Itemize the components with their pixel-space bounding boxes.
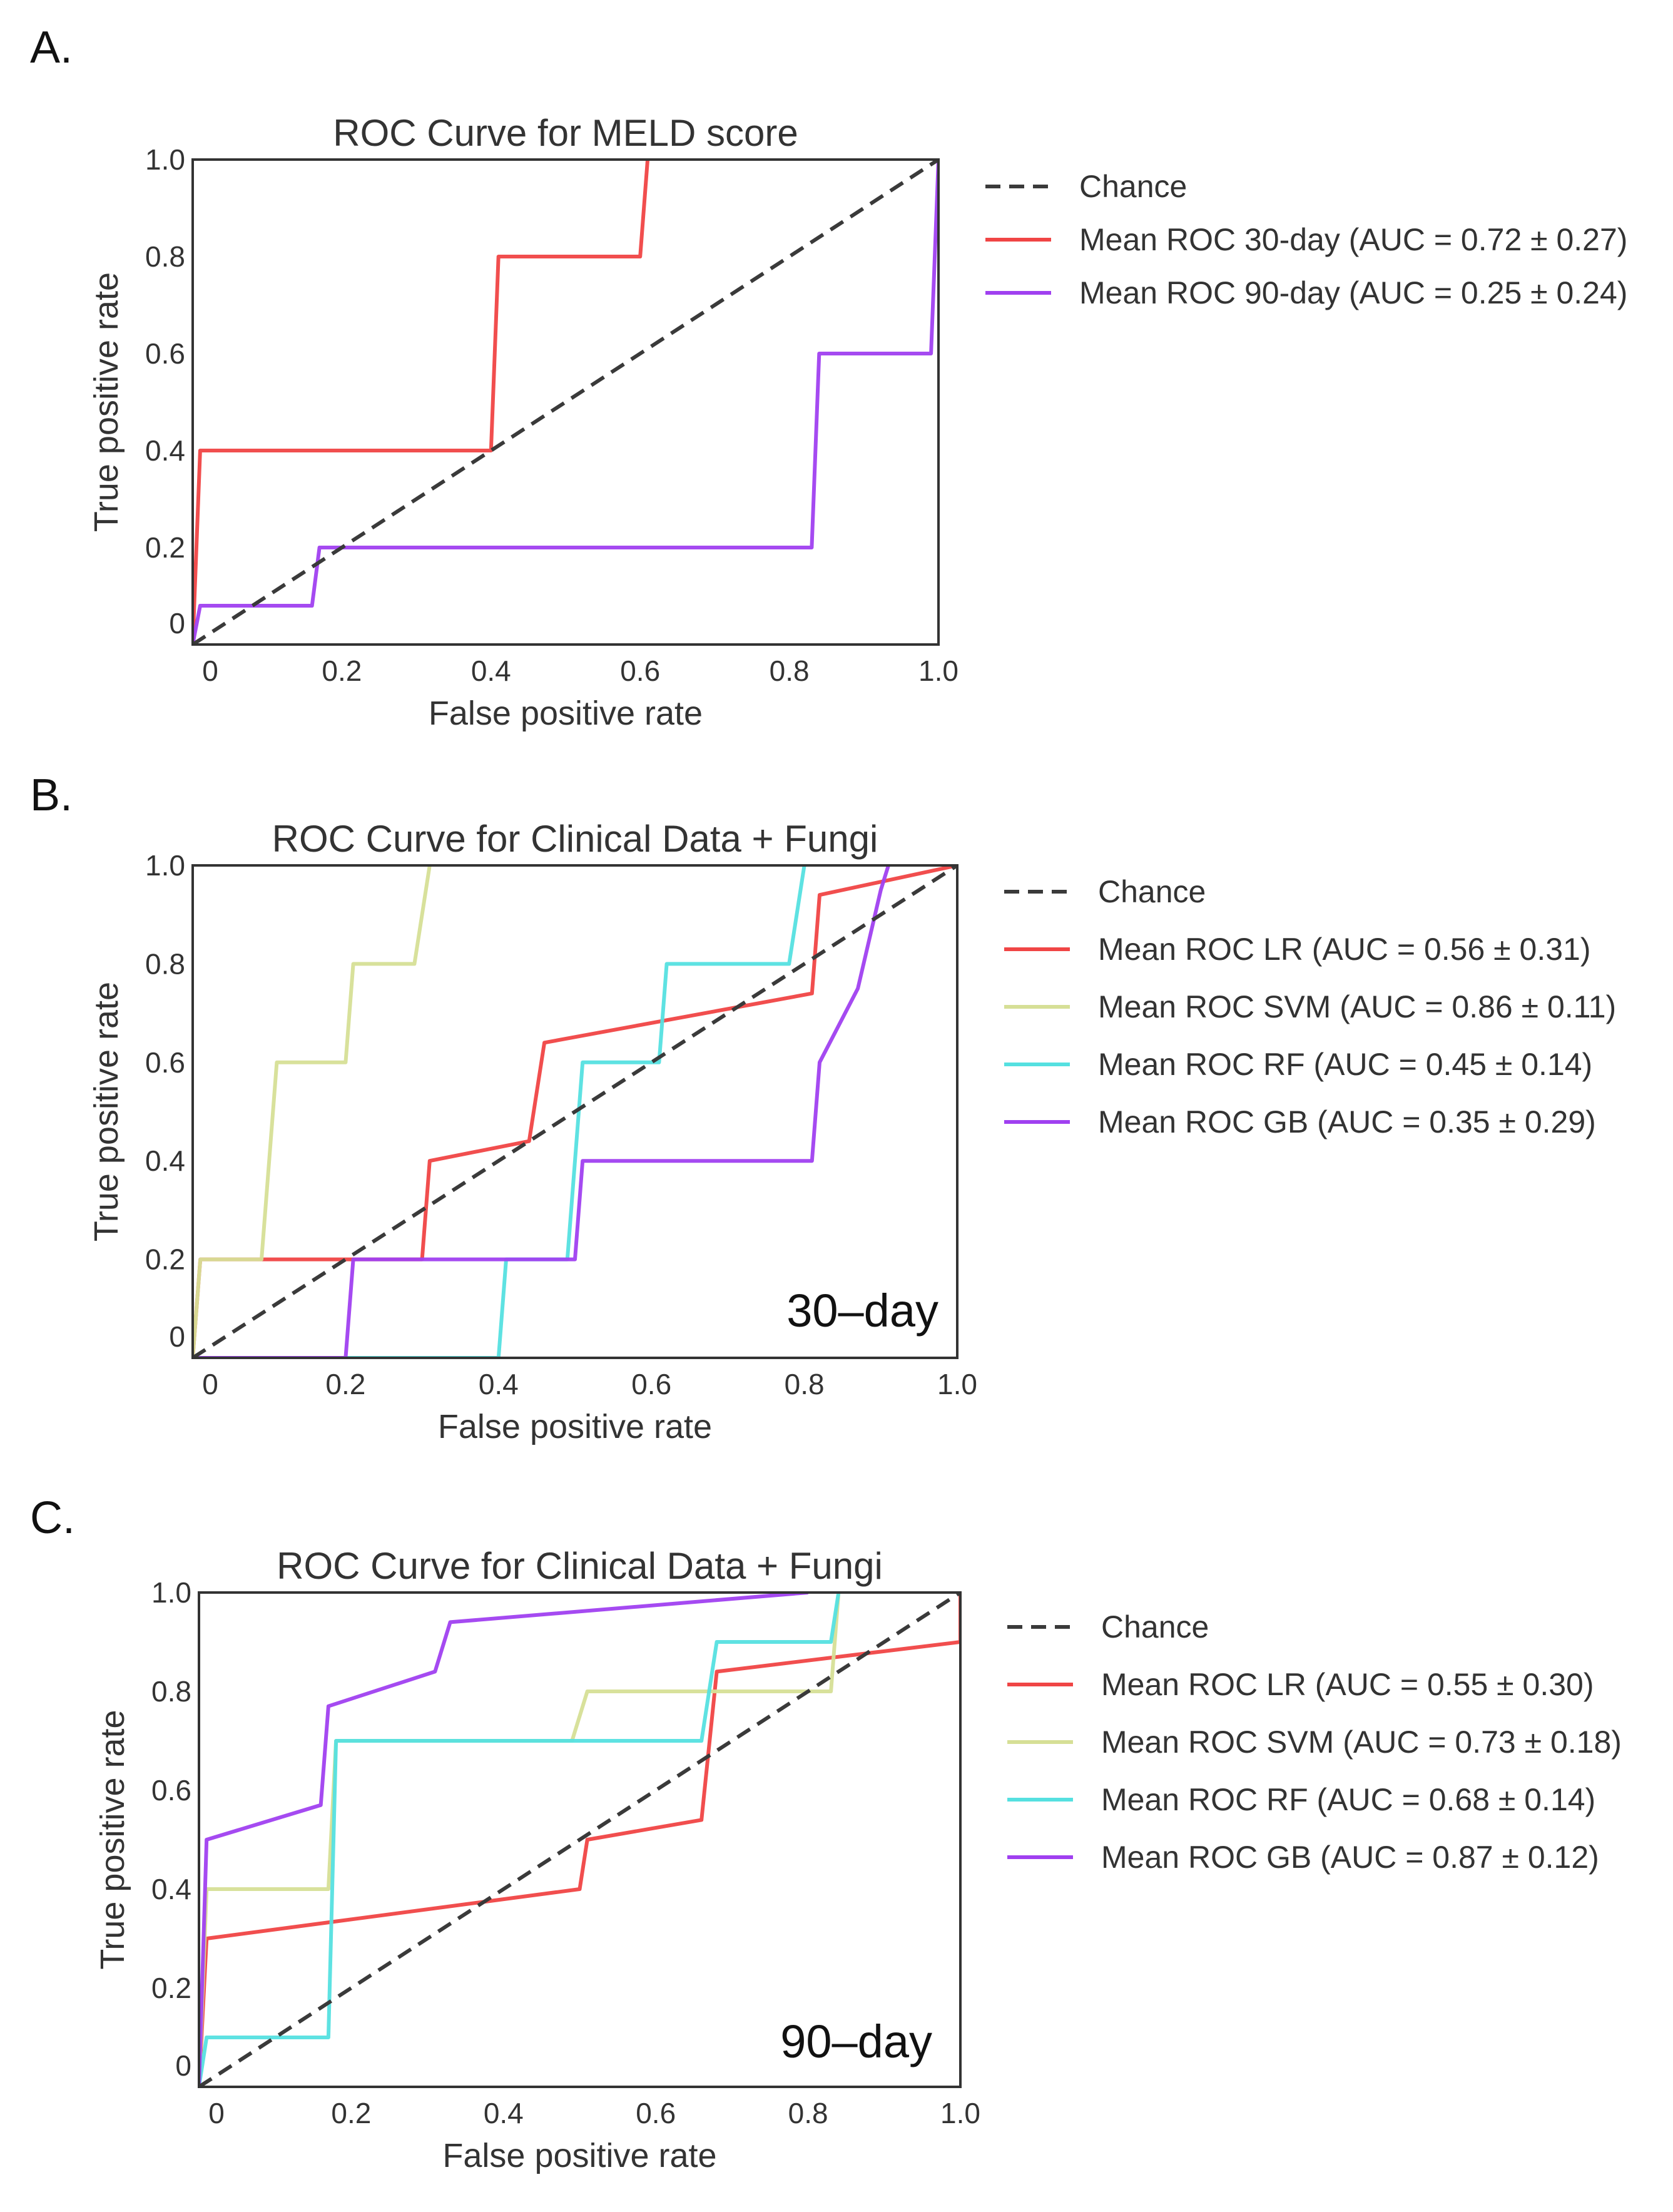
y-tick-label: 0.6 <box>145 1046 185 1079</box>
y-tick-label: 0.6 <box>145 337 185 370</box>
legend: Chance Mean ROC LR (AUC = 0.56 ± 0.31) Mea… <box>1004 874 1616 1139</box>
series-line-svm <box>193 865 432 1358</box>
legend-entry: Mean ROC SVM (AUC = 0.73 ± 0.18) <box>1101 1725 1622 1760</box>
x-tick-label: 1.0 <box>918 655 959 687</box>
legend-entry: Chance <box>1098 874 1206 909</box>
x-tick-label: 0.6 <box>636 2097 676 2129</box>
y-tick-label: 1.0 <box>145 849 185 882</box>
x-tick-label: 0 <box>208 2097 225 2129</box>
series-line-chance <box>193 160 938 645</box>
x-tick-label: 0.4 <box>471 655 511 687</box>
series-line-day30 <box>193 160 650 645</box>
y-tick-label: 0.2 <box>145 531 185 564</box>
x-tick-label: 0.4 <box>484 2097 524 2129</box>
x-tick-label: 0.8 <box>788 2097 828 2129</box>
panel-b: B. ROC Curve for Clinical Data + Fungi 0 0.… <box>30 770 1616 1445</box>
legend-entry: Mean ROC LR (AUC = 0.55 ± 0.30) <box>1101 1667 1594 1702</box>
y-tick-label: 0.8 <box>145 240 185 273</box>
y-tick-label: 0.4 <box>145 434 185 467</box>
panel-c: C. ROC Curve for Clinical Data + Fungi 0 0.… <box>30 1493 1622 2174</box>
legend-entry: Chance <box>1079 169 1187 204</box>
series-line-day90 <box>193 160 938 645</box>
series-line-chance <box>193 865 957 1358</box>
chart-title: ROC Curve for Clinical Data + Fungi <box>277 1545 883 1587</box>
chart-title: ROC Curve for MELD score <box>333 112 798 154</box>
legend: Chance Mean ROC LR (AUC = 0.55 ± 0.30) Mea… <box>1007 1609 1622 1875</box>
y-tick-label: 0.4 <box>151 1873 191 1905</box>
y-tick-label: 0 <box>169 607 185 640</box>
x-tick-label: 0 <box>202 655 218 687</box>
legend-entry: Mean ROC GB (AUC = 0.35 ± 0.29) <box>1098 1104 1596 1139</box>
plot-frame <box>198 1591 962 2088</box>
legend-entry: Mean ROC SVM (AUC = 0.86 ± 0.11) <box>1098 989 1616 1024</box>
x-tick-label: 0.8 <box>785 1368 825 1400</box>
y-tick-label: 0 <box>175 2049 191 2082</box>
x-axis-label: False positive rate <box>442 2137 716 2174</box>
legend-entry: Mean ROC RF (AUC = 0.45 ± 0.14) <box>1098 1047 1592 1082</box>
x-tick-label: 0.4 <box>479 1368 519 1400</box>
legend-entry: Mean ROC LR (AUC = 0.56 ± 0.31) <box>1098 932 1590 967</box>
horizon-annotation: 30–day <box>786 1285 938 1337</box>
x-tick-label: 0.2 <box>322 655 362 687</box>
y-axis-label: True positive rate <box>88 272 125 532</box>
series-line-rf <box>193 865 806 1358</box>
y-tick-label: 1.0 <box>145 143 185 176</box>
y-tick-label: 0.2 <box>145 1243 185 1276</box>
legend-entry: Mean ROC 90-day (AUC = 0.25 ± 0.24) <box>1079 275 1627 310</box>
panel-label: B. <box>30 770 73 820</box>
x-tick-label: 0.6 <box>620 655 660 687</box>
panel-a: A. ROC Curve for MELD score 0 0.2 0.4 0.6 0.8 1… <box>30 23 1627 732</box>
x-tick-label: 0.8 <box>770 655 810 687</box>
panel-label: C. <box>30 1493 75 1543</box>
y-tick-label: 0.2 <box>151 1972 191 2004</box>
legend-entry: Mean ROC GB (AUC = 0.87 ± 0.12) <box>1101 1840 1599 1875</box>
x-tick-label: 0.2 <box>331 2097 371 2129</box>
y-tick-label: 0 <box>169 1320 185 1353</box>
series-group <box>193 160 938 645</box>
plot-frame <box>191 864 959 1359</box>
series-line-lr <box>193 865 957 1358</box>
y-axis-label: True positive rate <box>94 1710 131 1969</box>
x-axis-label: False positive rate <box>429 695 703 732</box>
horizon-annotation: 90–day <box>780 2016 932 2067</box>
series-line-gb <box>193 865 890 1358</box>
x-tick-label: 0.6 <box>631 1368 671 1400</box>
y-axis-label: True positive rate <box>88 982 125 1241</box>
legend-entry: Chance <box>1101 1609 1209 1644</box>
x-axis-label: False positive rate <box>438 1408 712 1445</box>
series-group <box>199 1593 960 2087</box>
x-tick-label: 1.0 <box>937 1368 977 1400</box>
legend-entry: Mean ROC 30-day (AUC = 0.72 ± 0.27) <box>1079 222 1627 257</box>
y-tick-label: 0.6 <box>151 1774 191 1807</box>
series-line-rf <box>199 1593 841 2087</box>
legend: Chance Mean ROC 30-day (AUC = 0.72 ± 0.27… <box>985 169 1627 310</box>
x-tick-label: 1.0 <box>940 2097 980 2129</box>
plot-frame <box>191 158 940 646</box>
panel-label: A. <box>30 23 73 73</box>
chart-title: ROC Curve for Clinical Data + Fungi <box>272 818 878 860</box>
y-tick-label: 0.8 <box>145 947 185 980</box>
series-line-chance <box>199 1593 960 2087</box>
series-line-gb <box>199 1593 808 2087</box>
series-group <box>193 865 957 1358</box>
x-tick-label: 0.2 <box>325 1368 365 1400</box>
series-line-lr <box>199 1593 960 2087</box>
y-tick-label: 0.4 <box>145 1144 185 1177</box>
x-tick-label: 0 <box>202 1368 218 1400</box>
y-tick-label: 1.0 <box>151 1576 191 1609</box>
legend-entry: Mean ROC RF (AUC = 0.68 ± 0.14) <box>1101 1782 1595 1817</box>
y-tick-label: 0.8 <box>151 1675 191 1708</box>
